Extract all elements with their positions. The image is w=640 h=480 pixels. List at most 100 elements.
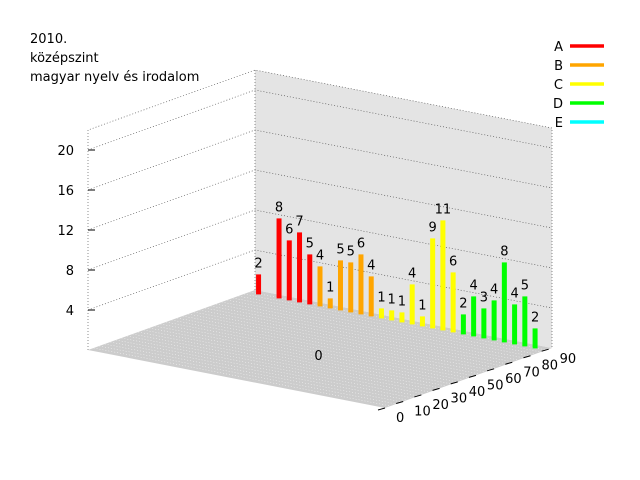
bar-C: [389, 310, 395, 321]
x-tick-mark: [523, 355, 531, 359]
x-tick-mark: [541, 348, 549, 352]
bar-value-label: 3: [480, 290, 488, 305]
floor-grid-line: [182, 315, 480, 375]
title-line-3: magyar nyelv és irodalom: [30, 70, 200, 85]
x-tick-mark: [486, 368, 495, 372]
floor-grid-line: [149, 327, 447, 387]
floor-grid-line: [188, 313, 486, 373]
floor-grid-line: [193, 311, 491, 371]
bar-value-label: 9: [429, 220, 437, 235]
bar-value-label: 1: [418, 298, 426, 313]
legend-label-C: C: [554, 78, 563, 93]
z-tick-label: 8: [66, 264, 74, 279]
bar-value-label: 4: [367, 258, 375, 273]
legend-label-D: D: [553, 97, 563, 112]
floor-grid-line: [215, 303, 514, 363]
bar-value-label: 1: [398, 294, 406, 309]
bar-D: [532, 328, 538, 349]
back-wall: [255, 70, 552, 348]
bar-C: [450, 272, 456, 333]
floor-grid-line: [104, 343, 402, 403]
bar-value-label: 11: [435, 202, 452, 217]
bar-D: [491, 300, 497, 341]
floor-grid-line: [243, 293, 541, 353]
bar-D: [522, 296, 528, 347]
bar-value-label: 5: [521, 278, 529, 293]
x-tick-label: 90: [560, 352, 577, 367]
bar-value-label: 6: [357, 236, 365, 251]
bar-B: [368, 276, 374, 317]
x-tick-mark: [377, 407, 386, 411]
z-tick-label: 12: [57, 224, 74, 239]
bars: [256, 218, 538, 349]
bar-value-label: 6: [449, 254, 457, 269]
x-tick-label: 40: [469, 385, 486, 400]
x-tick-label: 80: [541, 359, 558, 374]
bar-value-label: 5: [336, 242, 344, 257]
bar-value-label: 2: [531, 310, 539, 325]
bar-B: [358, 254, 364, 315]
bar-value-label: 4: [510, 286, 518, 301]
floor-grid-line: [93, 347, 391, 407]
bar-D: [471, 296, 477, 337]
floor-grid-line: [110, 341, 408, 401]
bar-C: [409, 284, 415, 325]
x-tick-label: 10: [414, 404, 431, 419]
floor-plane: [88, 290, 552, 408]
floor-grid-line: [132, 333, 430, 393]
floor-grid-line: [171, 319, 469, 379]
title-line-2: középszint: [30, 51, 99, 66]
floor-grid-line: [227, 299, 525, 359]
bar-C: [378, 308, 384, 319]
bar-value-label: 1: [377, 290, 385, 305]
z-grid-line: [87, 129, 553, 191]
floor-grid-line: [238, 295, 536, 355]
floor-grid-line: [138, 331, 436, 391]
bar-value-label: 1: [388, 292, 396, 307]
z-tick-label: 20: [57, 144, 74, 159]
bar-value-label: 5: [306, 236, 314, 251]
bar-D: [460, 314, 466, 335]
x-tick-label: 20: [432, 398, 449, 413]
floor-grid-line: [232, 297, 530, 357]
bar-B: [317, 266, 323, 307]
bar-value-label: 4: [408, 266, 416, 281]
floor-grid-line: [121, 337, 419, 397]
floor-grid-line: [126, 335, 425, 395]
x-tick-label: 30: [451, 391, 468, 406]
bar-value-label: 4: [490, 282, 498, 297]
floor-grid-line: [160, 323, 458, 383]
floor-grid-line: [204, 307, 502, 367]
bar-A: [286, 240, 292, 301]
x-tick-label: 0: [396, 411, 404, 426]
z-tick-label: 16: [57, 184, 74, 199]
bar-value-label: 4: [316, 248, 324, 263]
bar-value-label: 2: [459, 296, 467, 311]
bar-value-label: 1: [326, 280, 334, 295]
bar-D: [481, 308, 487, 339]
z-grid-line: [87, 209, 553, 271]
bar-B: [327, 298, 333, 309]
bar-A: [256, 274, 262, 295]
chart-walls: [88, 70, 552, 408]
bar-C: [440, 220, 446, 331]
floor-grid-line: [210, 305, 508, 365]
title-line-1: 2010.: [30, 32, 68, 47]
bar-A: [276, 218, 282, 299]
floor-grid-line: [221, 301, 519, 361]
floor-grid-line: [165, 321, 463, 381]
bar-C: [399, 312, 405, 323]
floor-grid-line: [115, 339, 413, 399]
chart-title: 2010. középszint magyar nyelv és irodalo…: [30, 30, 199, 87]
floor-grid-line: [154, 325, 452, 385]
grid-lines: [87, 69, 553, 407]
x-tick-mark: [468, 374, 477, 378]
floor-grid-line: [99, 345, 397, 405]
bar-A: [297, 232, 303, 303]
floor-grid-line: [249, 291, 547, 351]
x-tick-mark: [396, 400, 404, 404]
x-tick-mark: [414, 394, 422, 398]
